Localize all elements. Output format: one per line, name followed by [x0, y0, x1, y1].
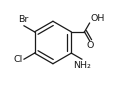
Text: OH: OH: [90, 14, 104, 23]
Text: O: O: [86, 41, 94, 50]
Text: Br: Br: [18, 15, 28, 24]
Text: NH₂: NH₂: [73, 61, 91, 70]
Text: Cl: Cl: [13, 55, 23, 64]
